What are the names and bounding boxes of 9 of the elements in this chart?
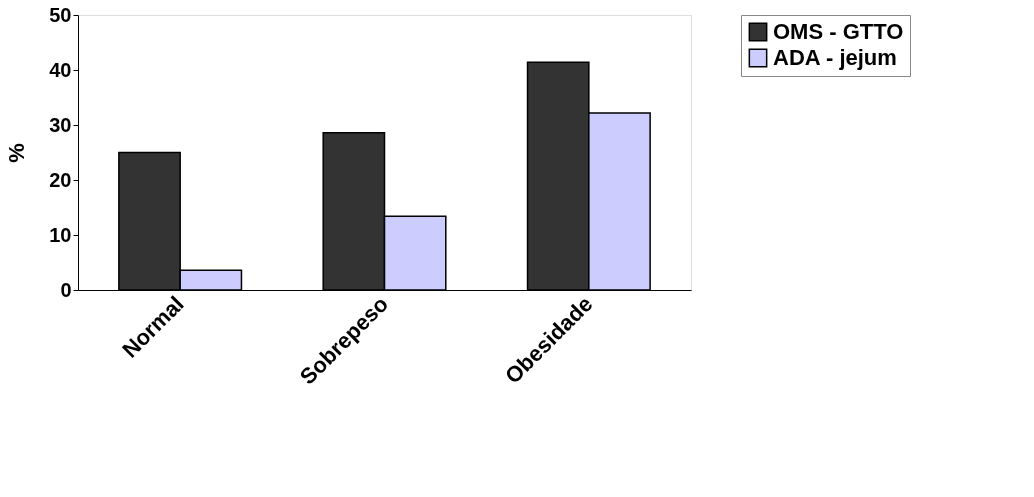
y-tick-label: 50	[49, 3, 72, 26]
y-tick-label: 40	[49, 58, 72, 81]
y-axis-title: %	[4, 143, 30, 163]
y-tick-label: 0	[60, 278, 72, 301]
y-tick-label: 20	[49, 168, 72, 191]
y-tick-label: 10	[49, 223, 72, 246]
legend-label: OMS - GTTO	[773, 19, 904, 44]
y-tick-label: 30	[49, 113, 72, 136]
legend-label: ADA - jejum	[773, 45, 897, 70]
